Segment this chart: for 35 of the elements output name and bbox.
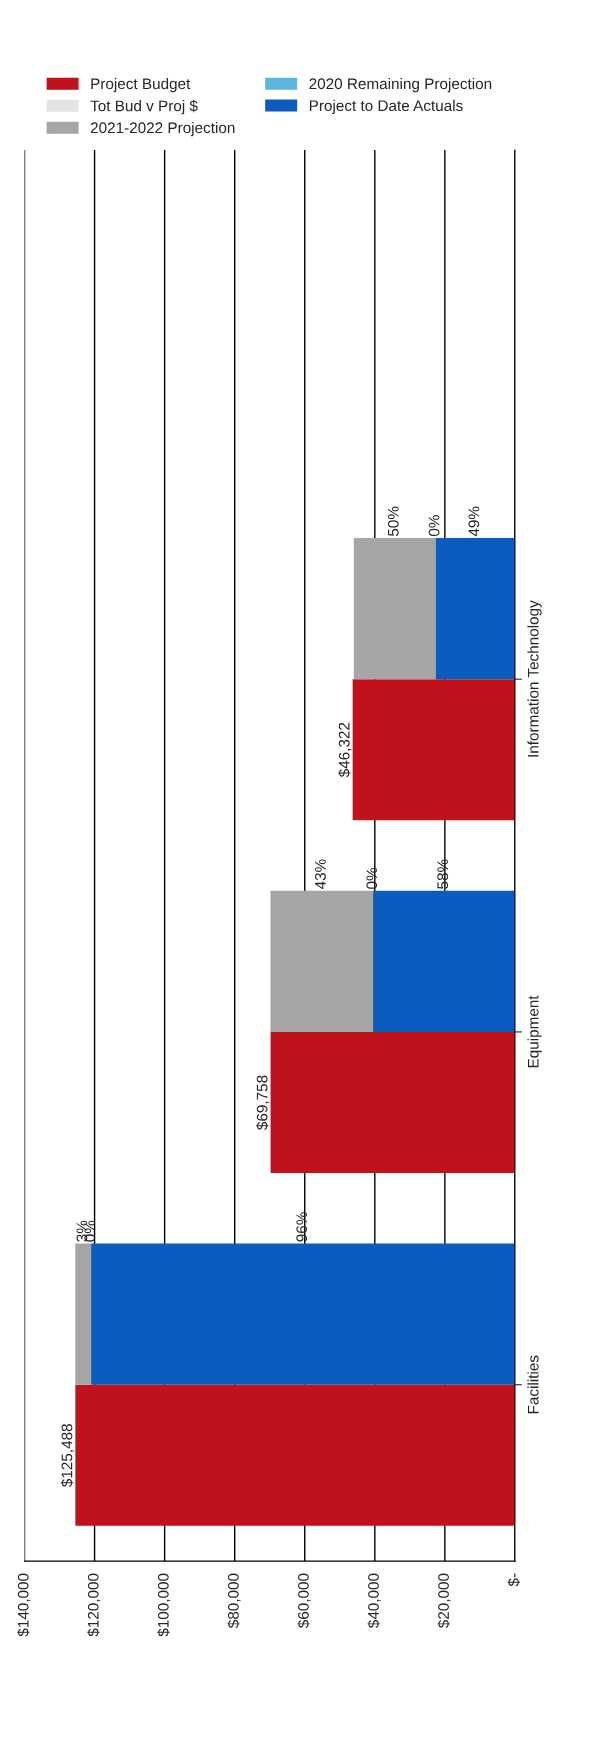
x-tick-label: $-	[507, 1573, 520, 1587]
annotation: 0%	[428, 515, 440, 537]
bar	[353, 538, 436, 680]
annotation: 0%	[366, 867, 378, 889]
data-label: $125,488	[60, 1424, 75, 1487]
annotation: 43%	[315, 859, 326, 890]
annotation: 96%	[296, 1212, 308, 1242]
bar	[91, 1243, 515, 1385]
legend-label: Tot Bud v Proj $	[90, 99, 198, 115]
annotation: 50%	[387, 506, 399, 537]
data-label: $69,758	[256, 1075, 270, 1130]
x-tick-label: $20,000	[437, 1573, 451, 1628]
legend-label: 2020 Remaining Projection	[309, 77, 492, 93]
x-tick-label: $40,000	[367, 1573, 381, 1628]
bar	[373, 890, 515, 1032]
bar	[75, 1243, 92, 1385]
y-tick-label: Information Technology	[527, 600, 542, 757]
legend-label: 2021-2022 Projection	[90, 121, 235, 137]
bar	[435, 538, 515, 680]
annotation: 58%	[437, 859, 449, 889]
annotation: 49%	[468, 506, 480, 537]
legend-label: Project to Date Actuals	[309, 99, 463, 115]
x-tick-label: $140,000	[17, 1573, 31, 1637]
x-tick-label: $120,000	[87, 1573, 101, 1637]
y-tick-label: Facilities	[527, 1355, 539, 1414]
bar	[352, 679, 515, 821]
x-tick-label: $60,000	[297, 1573, 311, 1628]
legend-label: Project Budget	[91, 77, 191, 93]
x-tick-label: $100,000	[157, 1573, 171, 1637]
bar	[270, 1031, 515, 1174]
data-label: $46,322	[338, 722, 352, 778]
bar	[270, 890, 374, 1032]
bar	[75, 1384, 515, 1526]
y-tick-label: Equipment	[527, 995, 542, 1068]
x-tick-label: $80,000	[227, 1573, 241, 1628]
